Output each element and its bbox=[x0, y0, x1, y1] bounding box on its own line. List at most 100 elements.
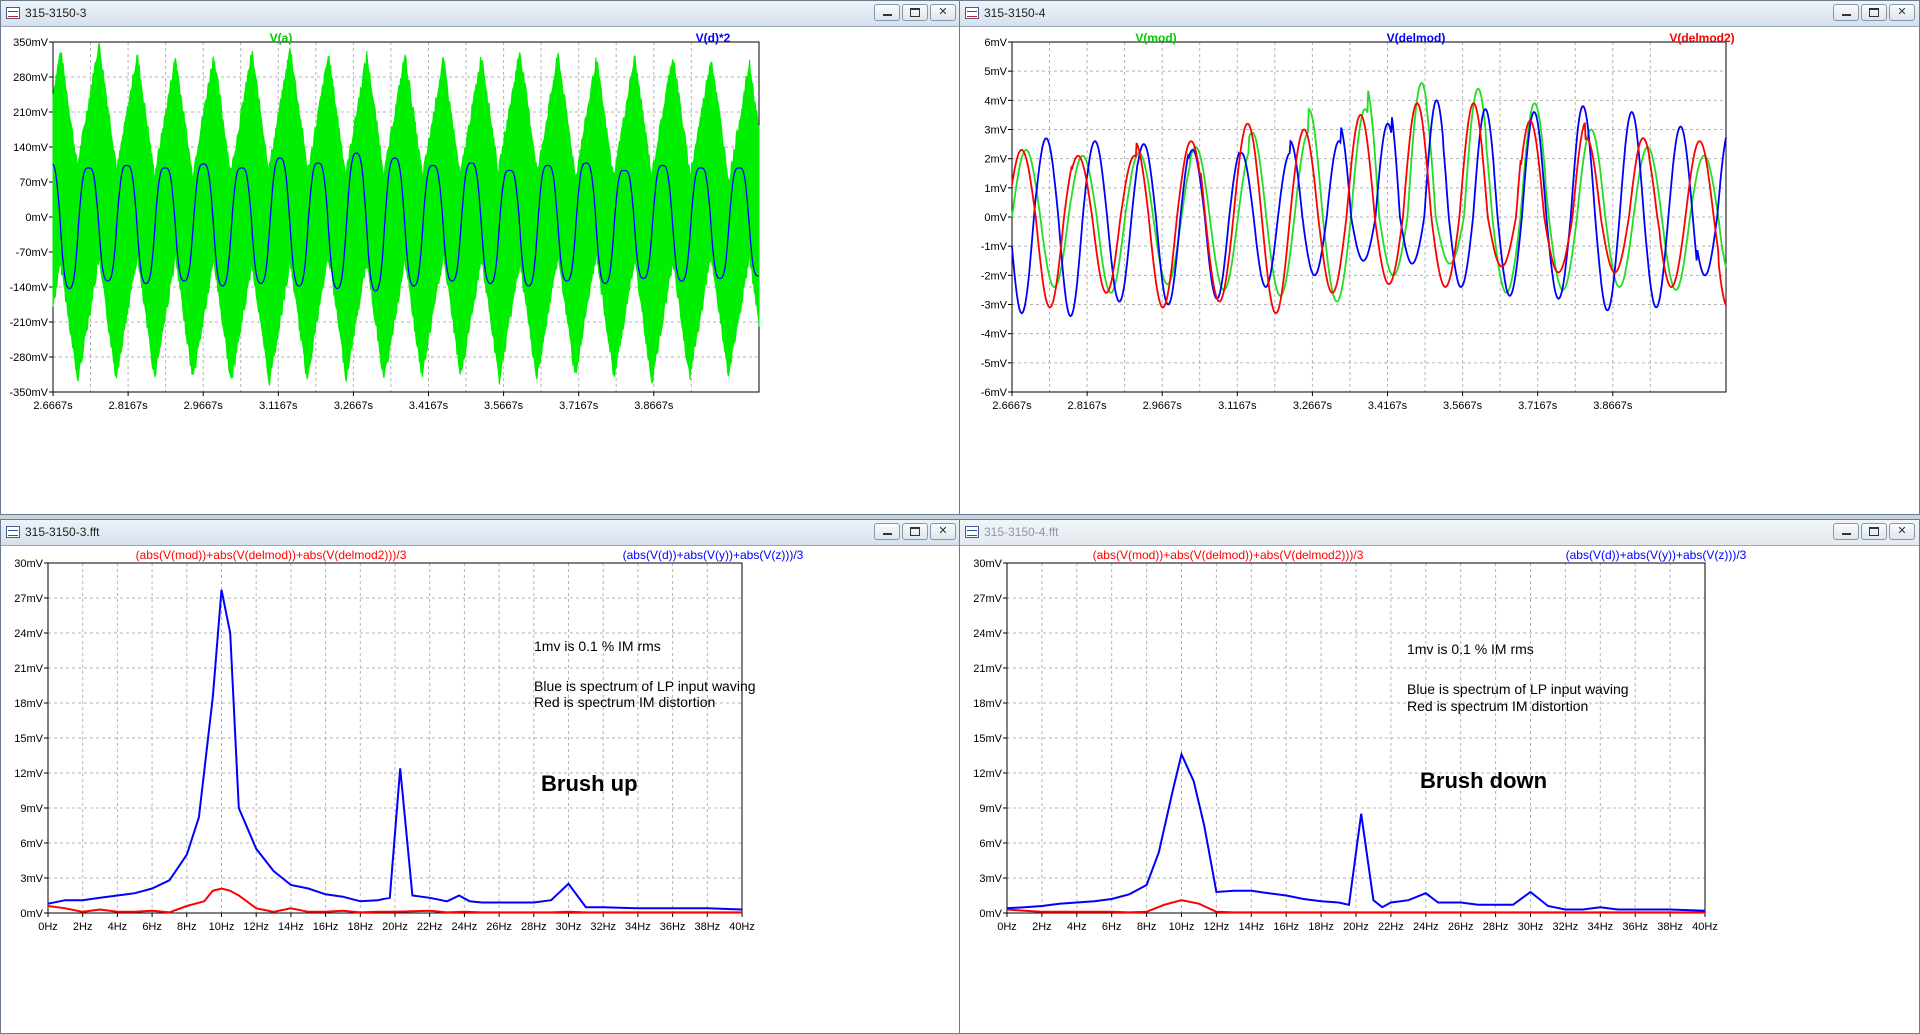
y-tick-label: -210mV bbox=[9, 317, 48, 329]
y-tick-label: -70mV bbox=[16, 247, 49, 259]
minimize-button[interactable] bbox=[1833, 4, 1859, 21]
waveform-app-icon bbox=[965, 7, 979, 19]
minimize-button[interactable] bbox=[874, 4, 900, 21]
series-v-delmod[interactable] bbox=[1011, 99, 1727, 318]
x-tick-label: 18Hz bbox=[347, 921, 373, 933]
plot-window-315-3150-3-fft[interactable]: 315-3150-3.fft ✕ 30mV 27mV 24mV 21mV 18mV 15m… bbox=[0, 519, 961, 1034]
x-tick-label: 30Hz bbox=[1518, 921, 1544, 933]
waveform-app-icon bbox=[6, 526, 20, 538]
maximize-icon bbox=[910, 7, 920, 17]
window-title: 315-3150-4 bbox=[984, 6, 1046, 20]
legend-blue-series[interactable]: (abs(V(d))+abs(V(y))+abs(V(z)))/3 bbox=[623, 548, 804, 562]
y-tick-label: 6mV bbox=[20, 838, 43, 850]
legend-v-mod[interactable]: V(mod) bbox=[1135, 31, 1176, 45]
x-tick-label: 3.1167s bbox=[259, 400, 298, 412]
x-tick-label: 10Hz bbox=[1169, 921, 1195, 933]
x-tick-label: 16Hz bbox=[1273, 921, 1299, 933]
minimize-icon bbox=[1841, 14, 1851, 17]
x-tick-label: 18Hz bbox=[1308, 921, 1334, 933]
plot-window-315-3150-4[interactable]: 315-3150-4 ✕ 6mV 5mV 4mV 3mV 2mV 1mV 0mV -1mV -2… bbox=[959, 0, 1920, 515]
x-tick-label: 36Hz bbox=[1622, 921, 1648, 933]
x-tick-label: 3.8667s bbox=[1593, 400, 1633, 412]
close-button[interactable]: ✕ bbox=[1889, 4, 1915, 21]
y-tick-label: 3mV bbox=[979, 873, 1002, 885]
title-bar[interactable]: 315-3150-3 ✕ bbox=[1, 1, 960, 27]
y-tick-label: 18mV bbox=[973, 698, 1002, 710]
maximize-button[interactable] bbox=[1861, 523, 1887, 540]
minimize-icon bbox=[882, 14, 892, 17]
title-bar[interactable]: 315-3150-4.fft ✕ bbox=[960, 520, 1919, 546]
x-tick-label: 40Hz bbox=[1692, 921, 1718, 933]
legend-blue-series[interactable]: (abs(V(d))+abs(V(y))+abs(V(z)))/3 bbox=[1566, 548, 1747, 562]
legend-red-series[interactable]: (abs(V(mod))+abs(V(delmod))+abs(V(delmod… bbox=[1093, 548, 1364, 562]
annotation-brush-down: Brush down bbox=[1420, 768, 1547, 793]
close-button[interactable]: ✕ bbox=[930, 523, 956, 540]
annotation-im-scale: 1mv is 0.1 % IM rms bbox=[534, 638, 661, 654]
series-v-mod[interactable] bbox=[1011, 81, 1727, 303]
x-tick-label: 6Hz bbox=[1102, 921, 1122, 933]
close-icon: ✕ bbox=[1897, 6, 1907, 18]
title-bar[interactable]: 315-3150-3.fft ✕ bbox=[1, 520, 960, 546]
window-title: 315-3150-3.fft bbox=[25, 525, 100, 539]
annotation-im-scale: 1mv is 0.1 % IM rms bbox=[1407, 641, 1534, 657]
legend-v-a[interactable]: V(a) bbox=[270, 31, 293, 45]
legend-red-series[interactable]: (abs(V(mod))+abs(V(delmod))+abs(V(delmod… bbox=[136, 548, 407, 562]
series-blue-input-spectrum[interactable] bbox=[1006, 751, 1706, 912]
series-v-d-times-2[interactable] bbox=[52, 152, 760, 292]
annotation-red-desc: Red is spectrum IM distortion bbox=[534, 694, 715, 710]
y-tick-label: 18mV bbox=[14, 698, 43, 710]
y-tick-label: 4mV bbox=[984, 95, 1007, 107]
fft-plot-1[interactable]: 30mV 27mV 24mV 21mV 18mV 15mV 12mV 9mV 6mV 3mV 0mV… bbox=[1, 545, 960, 1033]
minimize-button[interactable] bbox=[874, 523, 900, 540]
y-tick-label: -140mV bbox=[9, 282, 48, 294]
x-tick-label: 2Hz bbox=[73, 921, 93, 933]
series-red-im-spectrum[interactable] bbox=[1006, 899, 1705, 914]
minimize-icon bbox=[1841, 533, 1851, 536]
x-tick-label: 34Hz bbox=[625, 921, 651, 933]
close-button[interactable]: ✕ bbox=[1889, 523, 1915, 540]
x-tick-label: 20Hz bbox=[1343, 921, 1369, 933]
x-tick-label: 28Hz bbox=[1483, 921, 1509, 933]
time-domain-plot-2[interactable]: 6mV 5mV 4mV 3mV 2mV 1mV 0mV -1mV -2mV -3mV -4mV -5m… bbox=[960, 26, 1919, 514]
title-bar[interactable]: 315-3150-4 ✕ bbox=[960, 1, 1919, 27]
y-tick-label: 6mV bbox=[979, 838, 1002, 850]
maximize-icon bbox=[910, 526, 920, 536]
x-tick-label: 3.1167s bbox=[1218, 400, 1257, 412]
y-tick-label: 12mV bbox=[14, 768, 43, 780]
y-tick-label: 12mV bbox=[973, 768, 1002, 780]
x-tick-label: 2.6667s bbox=[992, 400, 1032, 412]
x-tick-label: 20Hz bbox=[382, 921, 408, 933]
series-v-a[interactable] bbox=[52, 42, 760, 386]
x-tick-label: 32Hz bbox=[1553, 921, 1579, 933]
x-tick-label: 40Hz bbox=[729, 921, 755, 933]
y-tick-label: -4mV bbox=[981, 329, 1008, 341]
maximize-button[interactable] bbox=[902, 523, 928, 540]
x-tick-label: 22Hz bbox=[417, 921, 443, 933]
x-tick-label: 8Hz bbox=[177, 921, 197, 933]
x-tick-label: 8Hz bbox=[1137, 921, 1157, 933]
legend-v-delmod[interactable]: V(delmod) bbox=[1387, 31, 1446, 45]
minimize-button[interactable] bbox=[1833, 523, 1859, 540]
close-button[interactable]: ✕ bbox=[930, 4, 956, 21]
legend-v-delmod2[interactable]: V(delmod2) bbox=[1669, 31, 1734, 45]
x-tick-label: 6Hz bbox=[142, 921, 162, 933]
legend-v-d-times-2[interactable]: V(d)*2 bbox=[696, 31, 731, 45]
x-tick-label: 30Hz bbox=[556, 921, 582, 933]
y-tick-label: 27mV bbox=[973, 593, 1002, 605]
fft-plot-2[interactable]: 30mV 27mV 24mV 21mV 18mV 15mV 12mV 9mV 6mV 3mV 0mV… bbox=[960, 545, 1919, 1033]
y-tick-label: -350mV bbox=[9, 387, 48, 399]
series-red-im-spectrum[interactable] bbox=[47, 887, 742, 914]
maximize-icon bbox=[1869, 526, 1879, 536]
minimize-icon bbox=[882, 533, 892, 536]
series-blue-input-spectrum[interactable] bbox=[47, 589, 743, 911]
maximize-button[interactable] bbox=[1861, 4, 1887, 21]
time-domain-plot-1[interactable]: 350mV 280mV 210mV 140mV 70mV 0mV -70mV -140mV -2… bbox=[1, 26, 960, 514]
series-v-delmod2[interactable] bbox=[1011, 102, 1727, 315]
x-tick-label: 26Hz bbox=[1448, 921, 1474, 933]
window-title: 315-3150-4.fft bbox=[984, 525, 1059, 539]
maximize-button[interactable] bbox=[902, 4, 928, 21]
x-tick-label: 16Hz bbox=[313, 921, 339, 933]
x-tick-label: 3.8667s bbox=[634, 400, 674, 412]
plot-window-315-3150-3[interactable]: 315-3150-3 ✕ 350mV 280mV 210mV 140mV 70mV 0mV… bbox=[0, 0, 961, 515]
plot-window-315-3150-4-fft[interactable]: 315-3150-4.fft ✕ 30mV 27mV 24mV 21mV 18mV 15m… bbox=[959, 519, 1920, 1034]
